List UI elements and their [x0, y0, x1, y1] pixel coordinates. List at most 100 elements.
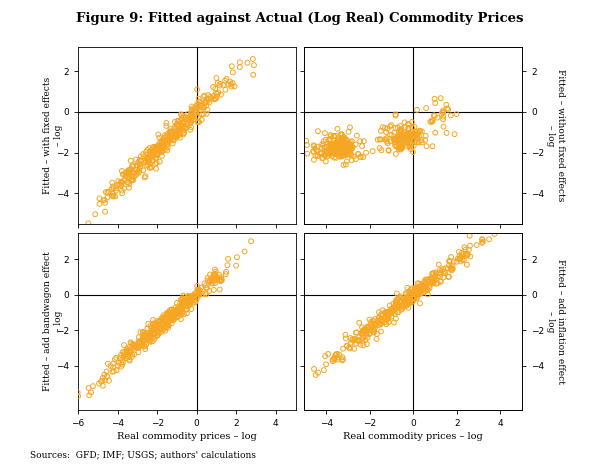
Point — [324, 143, 334, 150]
Point — [405, 143, 415, 150]
Point — [422, 287, 432, 294]
Point — [124, 343, 134, 351]
Point — [394, 140, 403, 148]
Point — [165, 312, 175, 320]
Point — [103, 373, 112, 381]
Point — [413, 135, 423, 143]
Point — [221, 268, 231, 275]
Point — [423, 286, 433, 293]
Point — [312, 143, 322, 151]
Point — [169, 316, 179, 324]
Point — [313, 151, 322, 159]
Point — [341, 144, 350, 151]
Point — [163, 320, 173, 328]
Point — [210, 266, 220, 273]
Point — [412, 295, 421, 302]
Point — [377, 312, 386, 319]
Point — [331, 150, 341, 158]
Point — [150, 329, 160, 337]
Point — [177, 306, 187, 314]
Point — [160, 313, 169, 321]
Point — [166, 129, 175, 136]
Point — [337, 148, 347, 155]
Point — [408, 289, 418, 296]
Point — [445, 257, 454, 265]
Point — [341, 136, 351, 143]
Point — [155, 316, 164, 324]
Point — [159, 311, 169, 319]
Point — [443, 274, 453, 281]
Point — [398, 303, 408, 310]
Point — [148, 157, 158, 164]
Point — [149, 326, 159, 334]
Point — [406, 291, 415, 299]
Point — [366, 318, 376, 326]
Point — [353, 336, 362, 344]
Point — [172, 133, 181, 141]
Point — [248, 55, 257, 63]
Point — [100, 377, 110, 384]
Point — [329, 132, 339, 140]
Point — [408, 128, 418, 136]
Point — [421, 281, 430, 288]
Point — [117, 167, 127, 175]
Point — [466, 253, 475, 260]
Point — [142, 154, 152, 162]
Point — [395, 136, 404, 144]
Point — [397, 130, 406, 137]
Point — [126, 338, 136, 346]
Point — [136, 163, 145, 170]
Point — [134, 158, 143, 166]
Point — [345, 143, 355, 150]
Point — [415, 300, 425, 307]
Point — [146, 325, 156, 332]
Point — [194, 95, 203, 103]
Point — [404, 135, 414, 142]
Point — [144, 155, 154, 162]
Point — [190, 290, 200, 297]
Point — [309, 156, 319, 164]
Point — [409, 130, 418, 138]
Point — [397, 125, 406, 132]
Point — [412, 139, 421, 146]
Point — [172, 123, 181, 131]
Point — [168, 137, 178, 144]
Point — [170, 123, 179, 130]
Point — [185, 295, 194, 303]
Point — [153, 317, 163, 325]
Point — [410, 138, 419, 145]
Point — [156, 144, 166, 152]
Point — [192, 290, 202, 297]
Point — [337, 131, 347, 138]
Point — [430, 275, 439, 282]
Point — [461, 252, 471, 260]
Point — [412, 134, 422, 142]
Point — [157, 147, 166, 154]
Point — [205, 287, 214, 295]
Point — [430, 112, 439, 119]
Point — [416, 281, 426, 288]
Point — [446, 264, 456, 271]
Point — [148, 151, 158, 158]
Point — [313, 152, 323, 160]
Point — [391, 150, 401, 158]
Point — [370, 321, 379, 328]
Point — [383, 311, 393, 319]
Point — [385, 123, 395, 130]
Point — [330, 145, 340, 153]
Point — [103, 360, 113, 367]
Point — [373, 316, 383, 324]
Point — [345, 140, 355, 147]
Y-axis label: Fitted – add inflation effect
– log: Fitted – add inflation effect – log — [545, 259, 565, 384]
Point — [389, 129, 399, 137]
Point — [317, 141, 327, 148]
Point — [409, 142, 419, 150]
Point — [166, 312, 175, 320]
Point — [380, 136, 389, 143]
Point — [465, 232, 475, 240]
Point — [176, 315, 185, 323]
Point — [334, 140, 344, 148]
Point — [337, 356, 347, 364]
Point — [268, 36, 277, 44]
Point — [209, 92, 218, 100]
